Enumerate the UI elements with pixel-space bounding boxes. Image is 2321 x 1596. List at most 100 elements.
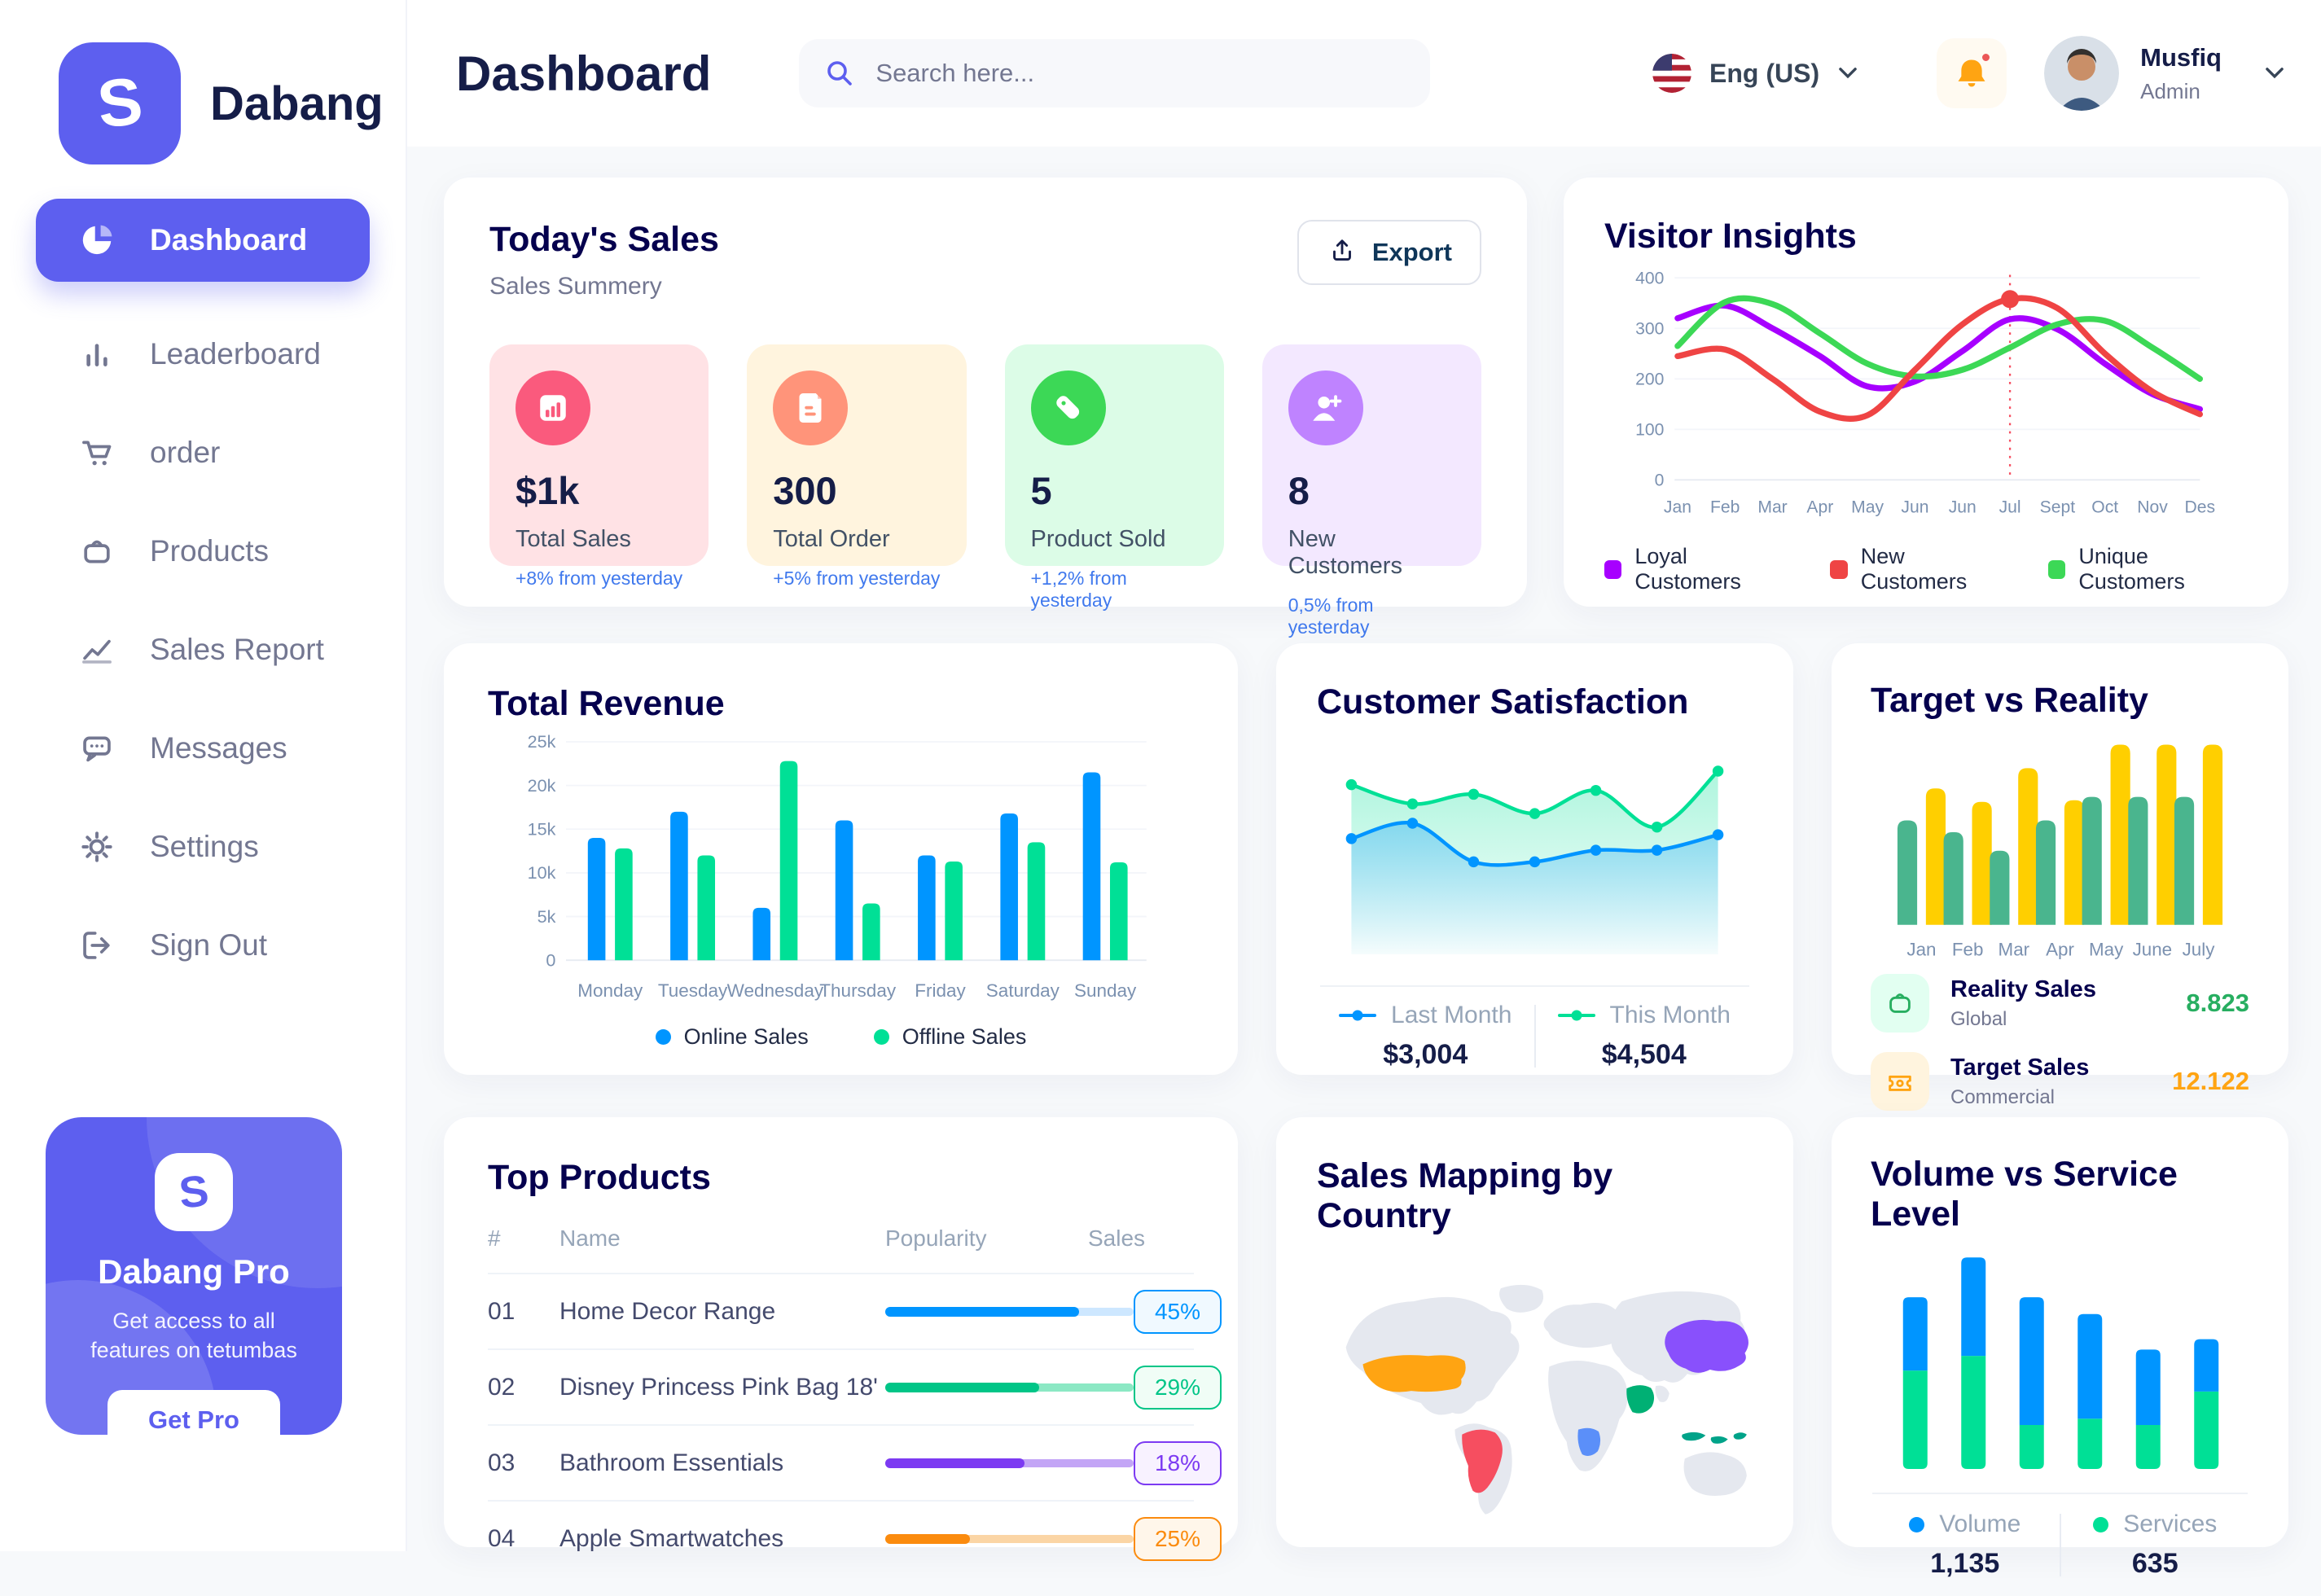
language-label: Eng (US) xyxy=(1709,58,1820,88)
order-file-icon xyxy=(773,370,849,445)
pro-subtitle: Get access to all features on tetumbas xyxy=(90,1309,297,1363)
bag-icon xyxy=(78,533,116,570)
user-menu[interactable]: Musfiq Admin xyxy=(2044,36,2285,111)
svg-text:15k: 15k xyxy=(528,818,556,839)
chevron-down-icon xyxy=(1837,63,1858,84)
sidebar: S Dabang Dashboard Leaderboard order Pro… xyxy=(0,0,407,1551)
bar-chart-icon xyxy=(78,335,116,373)
sidebar-item-label: Dashboard xyxy=(150,223,308,256)
svg-text:Apr: Apr xyxy=(1806,498,1833,517)
get-pro-button[interactable]: Get Pro xyxy=(107,1389,280,1435)
table-row: 04 Apple Smartwatches 25% xyxy=(488,1500,1222,1576)
sidebar-item-label: Leaderboard xyxy=(150,336,321,370)
legend-dot xyxy=(2093,1516,2109,1532)
volume-service-legend: Volume 1,135 Services 635 xyxy=(1871,1510,2249,1580)
notification-dot xyxy=(1980,51,1993,64)
line-chart-icon xyxy=(78,631,116,669)
svg-text:400: 400 xyxy=(1635,270,1664,288)
search-input[interactable] xyxy=(875,59,1406,88)
svg-text:Jun: Jun xyxy=(1949,498,1977,517)
sidebar-item-label: Sales Report xyxy=(150,632,324,666)
world-map xyxy=(1345,1284,1748,1515)
chevron-down-icon xyxy=(2264,63,2285,84)
visitor-insights-card: Visitor Insights 0 100 200 300 400 Jan Feb Mar A… xyxy=(1564,178,2288,607)
legend-dot xyxy=(655,1029,671,1045)
visitor-insights-title: Visitor Insights xyxy=(1604,217,1857,256)
sidebar-nav: Dashboard Leaderboard order Products Sal… xyxy=(0,199,406,994)
sidebar-item-order[interactable]: order xyxy=(36,403,370,502)
legend-swatch xyxy=(1830,559,1848,579)
total-revenue-chart: 0 5k 10k 15k 20k 25k Monday Tuesday WednesdayThu… xyxy=(528,731,1147,1001)
sidebar-item-messages[interactable]: Messages xyxy=(36,699,370,797)
bell-icon xyxy=(1958,59,1985,87)
svg-text:5k: 5k xyxy=(537,906,556,927)
country-indonesia xyxy=(1682,1432,1706,1441)
svg-text:Wednesday: Wednesday xyxy=(727,980,824,1001)
chat-icon xyxy=(78,730,116,767)
svg-text:Thursday: Thursday xyxy=(819,980,897,1001)
svg-text:Jan: Jan xyxy=(1906,939,1936,959)
target-sales-value: 12.122 xyxy=(2172,1067,2249,1095)
total-revenue-legend: Online Sales Offline Sales xyxy=(488,1024,1194,1050)
sidebar-item-leaderboard[interactable]: Leaderboard xyxy=(36,305,370,403)
language-selector[interactable]: Eng (US) xyxy=(1652,54,1858,93)
svg-text:Des: Des xyxy=(2185,498,2216,517)
us-flag-icon xyxy=(1652,54,1692,93)
sidebar-item-settings[interactable]: Settings xyxy=(36,797,370,896)
popularity-bar xyxy=(885,1306,1134,1317)
export-button[interactable]: Export xyxy=(1297,220,1481,285)
table-row: 02 Disney Princess Pink Bag 18' 29% xyxy=(488,1348,1222,1424)
svg-text:May: May xyxy=(1851,498,1884,517)
user-role: Admin xyxy=(2140,78,2200,103)
export-icon xyxy=(1332,239,1351,261)
country-brazil xyxy=(1462,1429,1503,1493)
svg-text:0: 0 xyxy=(1655,471,1665,490)
svg-text:0: 0 xyxy=(546,949,555,970)
svg-text:May: May xyxy=(2089,939,2124,959)
svg-text:200: 200 xyxy=(1635,370,1664,389)
gear-icon xyxy=(78,828,116,866)
sidebar-item-dashboard[interactable]: Dashboard xyxy=(36,199,370,282)
svg-text:300: 300 xyxy=(1635,320,1664,339)
legend-swatch xyxy=(2048,559,2066,579)
country-indonesia xyxy=(1710,1436,1728,1444)
legend-dot xyxy=(1909,1516,1925,1532)
notifications-button[interactable] xyxy=(1937,38,2007,108)
svg-text:Tuesday: Tuesday xyxy=(658,980,728,1001)
brand-logo-icon: S xyxy=(59,42,181,164)
sidebar-item-label: Sign Out xyxy=(150,927,267,962)
cart-icon xyxy=(78,434,116,471)
svg-text:Mar: Mar xyxy=(1999,939,2030,959)
total-revenue-title: Total Revenue xyxy=(488,684,725,723)
brand: S Dabang xyxy=(0,0,406,164)
svg-text:Apr: Apr xyxy=(2046,939,2074,959)
sales-badge: 29% xyxy=(1134,1365,1222,1410)
sales-mapping-title: Sales Mapping by Country xyxy=(1317,1156,1613,1235)
search-box[interactable] xyxy=(799,39,1431,107)
svg-text:Feb: Feb xyxy=(1710,498,1740,517)
country-china xyxy=(1665,1319,1748,1373)
visitor-insights-legend: Loyal Customers New Customers Unique Cus… xyxy=(1604,544,2248,594)
pro-title: Dabang Pro xyxy=(98,1252,290,1291)
customer-satisfaction-title: Customer Satisfaction xyxy=(1317,682,1689,721)
svg-text:Feb: Feb xyxy=(1952,939,1984,959)
sidebar-item-sign-out[interactable]: Sign Out xyxy=(36,896,370,994)
sidebar-item-products[interactable]: Products xyxy=(36,502,370,600)
avatar xyxy=(2044,36,2120,111)
pro-upsell-card: S Dabang Pro Get access to all features … xyxy=(46,1117,342,1435)
target-sales-row: Target Sales Commercial 12.122 xyxy=(1871,1052,2249,1111)
this-month-total: $4,504 xyxy=(1601,1039,1687,1070)
country-dr-congo xyxy=(1577,1427,1601,1456)
popularity-bar xyxy=(885,1382,1134,1392)
svg-text:Nov: Nov xyxy=(2137,498,2168,517)
target-vs-reality-legend: Reality Sales Global 8.823 Target Sales … xyxy=(1871,974,2249,1111)
last-month-total: $3,004 xyxy=(1383,1039,1468,1070)
sales-badge: 45% xyxy=(1134,1289,1222,1334)
stat-new-customers: 8 New Customers 0,5% from yesterday xyxy=(1261,344,1481,638)
search-icon xyxy=(827,61,853,86)
ticket-icon xyxy=(1871,1052,1929,1111)
svg-text:Saturday: Saturday xyxy=(986,980,1060,1001)
sidebar-item-label: Messages xyxy=(150,730,287,765)
sidebar-item-sales-report[interactable]: Sales Report xyxy=(36,600,370,699)
